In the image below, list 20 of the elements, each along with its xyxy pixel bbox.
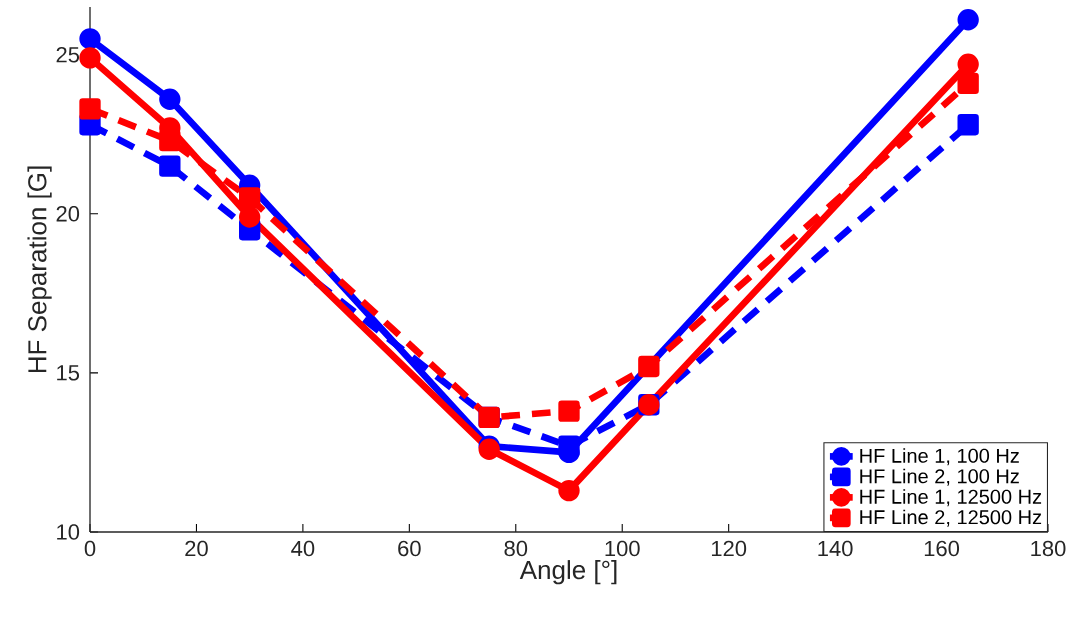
x-tick-label: 180 xyxy=(1031,540,1066,557)
x-tick-label: 140 xyxy=(818,540,853,557)
legend-label: HF Line 2, 12500 Hz xyxy=(860,509,1042,527)
y-tick-label: 15 xyxy=(57,365,80,381)
legend-label: HF Line 1, 100 Hz xyxy=(860,448,1019,466)
legend-label: HF Line 2, 100 Hz xyxy=(860,468,1019,486)
y-tick-label: 10 xyxy=(57,524,80,540)
x-tick-label: 40 xyxy=(291,540,315,557)
x-tick-label: 160 xyxy=(924,540,960,557)
x-tick-label: 20 xyxy=(185,540,208,557)
x-tick-label: 80 xyxy=(504,540,528,557)
x-axis-title: Angle [°] xyxy=(519,560,617,585)
x-tick-label: 0 xyxy=(84,540,96,557)
y-axis-title: HF Separation [G] xyxy=(27,166,52,373)
x-tick-label: 120 xyxy=(711,540,747,557)
x-tick-label: 60 xyxy=(398,540,421,557)
y-tick-label: 25 xyxy=(56,46,80,63)
y-tick-label: 20 xyxy=(56,206,80,222)
legend-label: HF Line 1, 12500 Hz xyxy=(860,489,1042,507)
x-tick-label: 100 xyxy=(605,540,640,557)
